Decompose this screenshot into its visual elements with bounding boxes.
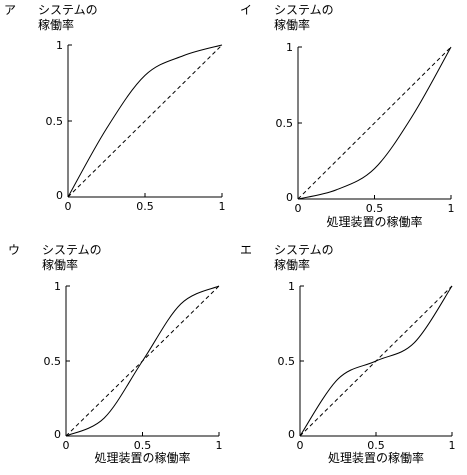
panel-u-ylabel-line1: システムの	[42, 243, 102, 257]
panel-u-label: ウ	[8, 243, 20, 257]
panel-a-ylabel-line2: 稼働率	[38, 17, 74, 32]
panel-i-label: イ	[240, 3, 252, 17]
panel-a-ytick-label-0: 0	[56, 189, 63, 202]
panel-i-ytick-label-2: 1	[286, 41, 293, 54]
panel-i-xtick-label-0: 0	[295, 202, 302, 215]
panel-e-diagonal-reference-line	[299, 285, 453, 437]
panel-e-xtick-label-2: 1	[449, 439, 456, 452]
panel-a-xtick-label-1: 0.5	[136, 200, 154, 213]
panel-e-xlabel: 処理装置の稼働率	[328, 450, 424, 465]
panel-u-diagonal-reference-line	[65, 285, 220, 437]
panel-u-ytick-label-2: 1	[54, 280, 61, 293]
panel-i-ylabel-line1: システムの	[274, 3, 334, 17]
panel-e-ytick-label-0: 0	[288, 428, 295, 441]
panel-i-xlabel: 処理装置の稼働率	[326, 214, 422, 229]
panel-a-label: ア	[4, 3, 16, 17]
panel-i-diagonal-reference-line	[297, 46, 452, 200]
panel-e-label: エ	[240, 243, 252, 257]
panel-u-xlabel: 処理装置の稼働率	[94, 450, 190, 465]
panel-i-ytick-label-0: 0	[286, 191, 293, 204]
panel-e-ylabel-line2: 稼働率	[274, 257, 310, 272]
panel-a-ytick-label-1: 0.5	[46, 115, 64, 128]
panel-a-ylabel-line1: システムの	[38, 3, 98, 17]
panel-a-ytick-label-2: 1	[56, 39, 63, 52]
panel-i-xtick-label-1: 0.5	[366, 202, 384, 215]
panel-e-xtick-label-1: 0.5	[367, 439, 385, 452]
panel-e-ytick-label-2: 1	[288, 280, 295, 293]
panel-i-xtick-label-2: 1	[448, 202, 455, 215]
panel-a-system-curve	[67, 44, 223, 198]
panel-u-ytick-label-1: 0.5	[44, 355, 62, 368]
panel-u-xtick-label-0: 0	[63, 439, 70, 452]
panel-e-ytick-label-1: 0.5	[278, 355, 296, 368]
panel-e-xtick-label-0: 0	[297, 439, 304, 452]
panel-e-ylabel-line1: システムの	[274, 243, 334, 257]
panel-a-diagonal-reference-line	[67, 44, 223, 198]
panel-i-ytick-label-1: 0.5	[276, 117, 294, 130]
panel-u-xtick-label-1: 0.5	[134, 439, 152, 452]
panel-a-xtick-label-0: 0	[65, 200, 72, 213]
panel-i-ylabel-line2: 稼働率	[274, 17, 310, 32]
panel-a-xtick-label-2: 1	[219, 200, 226, 213]
panel-u-ytick-label-0: 0	[54, 428, 61, 441]
panel-i-system-curve	[297, 46, 452, 200]
panel-u-ylabel-line2: 稼働率	[42, 257, 78, 272]
panel-u-xtick-label-2: 1	[216, 439, 223, 452]
